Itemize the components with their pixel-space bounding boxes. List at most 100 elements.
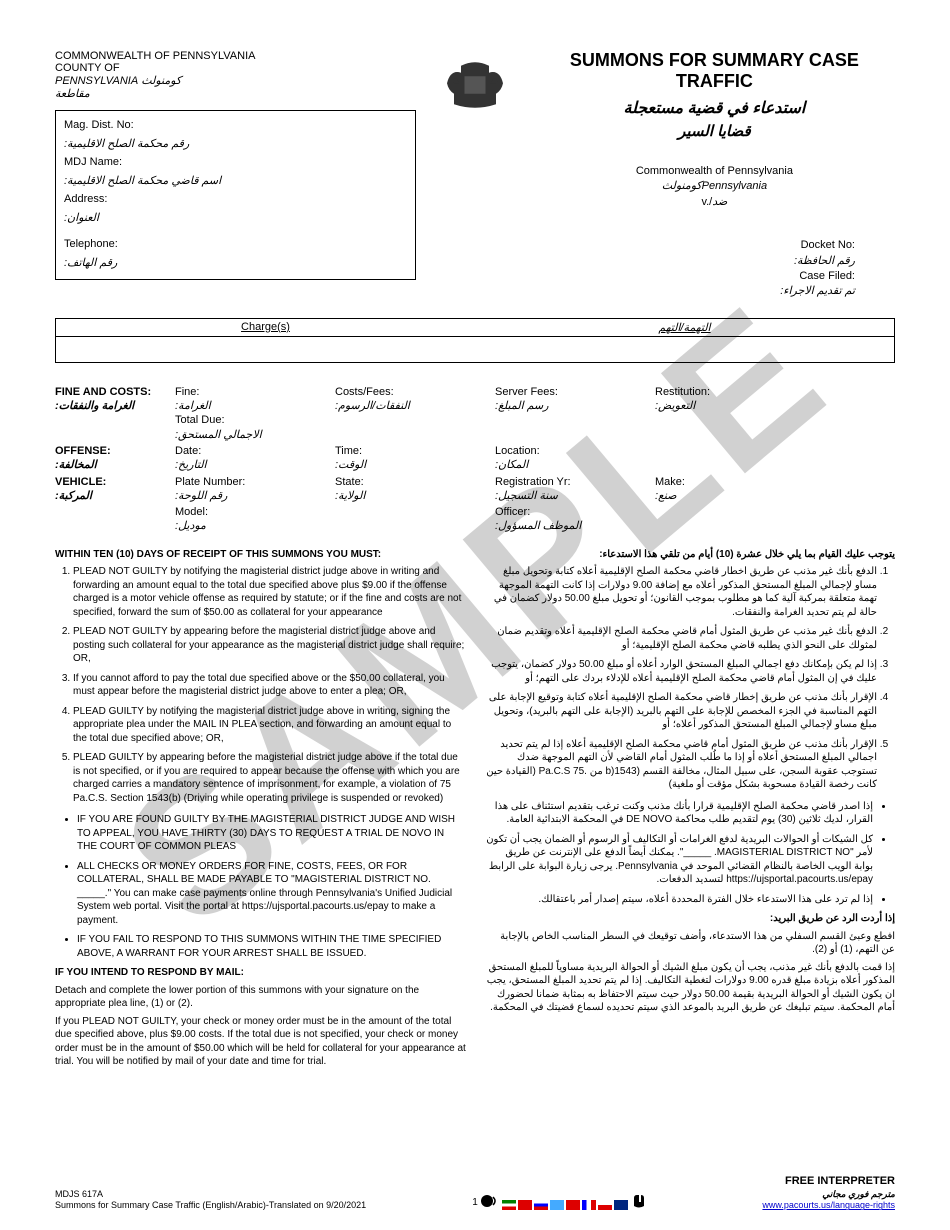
- title-ar2: قضايا السير: [534, 122, 895, 140]
- charges-table: Charge(s) التهمة/التهم: [55, 318, 895, 363]
- info-grid: FINE AND COSTS: الغرامة والنفقات: Fine: …: [55, 385, 895, 534]
- flag-icon: [550, 1200, 564, 1210]
- instr-ar-4: الإقرار بأنك مذنب عن طريق إخطار قاضي محك…: [484, 691, 877, 732]
- reg-field: Registration Yr:: [495, 475, 635, 489]
- model-field: Model:: [175, 505, 315, 519]
- telephone-label: Telephone:: [64, 238, 118, 250]
- instr-list-ar: الدفع بأنك غير مذنب عن طريق اخطار قاضي م…: [484, 565, 895, 792]
- address-ar: العنوان:: [64, 210, 407, 227]
- model-field-ar: موديل:: [175, 520, 206, 532]
- costs-field: Costs/Fees:: [335, 385, 475, 399]
- server-field-ar: رسم المبلغ:: [495, 400, 549, 412]
- title-en: SUMMONS FOR SUMMARY CASE TRAFFIC: [534, 50, 895, 92]
- instr-bullets-en: IF YOU ARE FOUND GUILTY BY THE MAGISTERI…: [55, 813, 466, 960]
- instr-ar-5: الإقرار بأنك مذنب عن طريق المثول أمام قا…: [484, 738, 877, 792]
- form-desc: Summons for Summary Case Traffic (Englis…: [55, 1200, 366, 1212]
- location-field-ar: المكان:: [495, 459, 528, 471]
- instr-en-1: PLEAD NOT GUILTY by notifying the magist…: [73, 565, 466, 619]
- bullet-ar-1: إذا اصدر قاضي محكمة الصلح الإقليمية قرار…: [484, 800, 873, 827]
- bullet-en-2: ALL CHECKS OR MONEY ORDERS FOR FINE, COS…: [77, 860, 466, 928]
- plate-field-ar: رقم اللوحة:: [175, 490, 227, 502]
- mail-en-1: Detach and complete the lower portion of…: [55, 984, 466, 1011]
- officer-field-ar: الموظف المسؤول:: [495, 520, 581, 532]
- commonwealth-ar: كومنولث: [141, 75, 181, 87]
- asl-icon: [631, 1192, 649, 1210]
- instr-en-5: PLEAD GUILTY by appearing before the mag…: [73, 751, 466, 805]
- header-left: COMMONWEALTH OF PENNSYLVANIA COUNTY OF P…: [55, 50, 416, 280]
- flag-icon: [566, 1200, 580, 1210]
- flag-icon: [518, 1200, 532, 1210]
- server-field: Server Fees:: [495, 385, 635, 399]
- restitution-field: Restitution:: [655, 385, 795, 399]
- cop-en-it: Pennsylvania: [702, 180, 767, 192]
- pa-seal-icon: [440, 55, 510, 115]
- instr-en-3: If you cannot afford to pay the total du…: [73, 672, 466, 699]
- reg-field-ar: سنة التسجيل:: [495, 490, 558, 502]
- pennsylvania-italic: PENNSYLVANIA: [55, 75, 138, 87]
- mail-head-ar: إذا أردت الرد عن طريق البريد:: [484, 912, 895, 926]
- bullet-ar-3: إذا لم ترد على هذا الاستدعاء خلال الفترة…: [484, 893, 873, 907]
- offense-label-ar: المخالفة:: [55, 458, 175, 472]
- costs-field-ar: النفقات/الرسوم:: [335, 400, 410, 412]
- plate-field: Plate Number:: [175, 475, 315, 489]
- state-field-ar: الولاية:: [335, 490, 365, 502]
- bullet-en-3: IF YOU FAIL TO RESPOND TO THIS SUMMONS W…: [77, 933, 466, 960]
- instr-head-en: WITHIN TEN (10) DAYS OF RECEIPT OF THIS …: [55, 548, 466, 562]
- flag-icon: [534, 1200, 548, 1210]
- header-seal: [416, 50, 534, 118]
- instr-ar-1: الدفع بأنك غير مذنب عن طريق اخطار قاضي م…: [484, 565, 877, 619]
- case-filed-label: Case Filed:: [534, 269, 855, 284]
- fine-label-en: FINE AND COSTS:: [55, 385, 175, 399]
- officer-field: Officer:: [495, 505, 635, 519]
- docket-no-label: Docket No:: [534, 238, 855, 253]
- bullet-en-1: IF YOU ARE FOUND GUILTY BY THE MAGISTERI…: [77, 813, 466, 854]
- footer-right: FREE INTERPRETER مترجم فوري مجاني www.pa…: [762, 1174, 895, 1212]
- flag-icon: [598, 1200, 612, 1210]
- charges-header-ar: التهمة/التهم: [475, 319, 894, 336]
- address-label: Address:: [64, 193, 107, 205]
- bullet-ar-2: كل الشيكات أو الحوالات البريدية لدفع الغ…: [484, 833, 873, 887]
- footer-flags: [366, 1192, 762, 1212]
- fine-field: Fine:: [175, 385, 315, 399]
- vehicle-label-en: VEHICLE:: [55, 475, 175, 489]
- speech-icon: [480, 1192, 500, 1210]
- make-field-ar: صنع:: [655, 490, 677, 502]
- mail-en-2: If you PLEAD NOT GUILTY, your check or m…: [55, 1015, 466, 1069]
- telephone-ar: رقم الهاتف:: [64, 255, 407, 272]
- state-field: State:: [335, 475, 475, 489]
- time-field-ar: الوقت:: [335, 459, 366, 471]
- vehicle-label-ar: المركبة:: [55, 489, 175, 503]
- mail-ar-2: إذا قمت بالدفع بأنك غير مذنب، يجب أن يكو…: [484, 961, 895, 1015]
- total-field: Total Due:: [175, 413, 275, 427]
- total-field-ar: الاجمالي المستحق:: [175, 429, 262, 441]
- flag-icon: [582, 1200, 596, 1210]
- restitution-field-ar: التعويض:: [655, 400, 695, 412]
- header-right: SUMMONS FOR SUMMARY CASE TRAFFIC استدعاء…: [534, 50, 895, 300]
- mdj-name-ar: اسم قاضي محكمة الصلح الاقليمية:: [64, 173, 407, 190]
- case-filed-ar: تم تقديم الاجراء:: [534, 284, 855, 299]
- instructions-ar: يتوجب عليك القيام بما يلي خلال عشرة (10)…: [484, 548, 895, 1069]
- instr-ar-3: إذا لم يكن بإمكانك دفع اجمالي المبلغ الم…: [484, 658, 877, 685]
- docket-block: Docket No: رقم الحافظة: Case Filed: تم ت…: [534, 238, 855, 300]
- instr-head-ar: يتوجب عليك القيام بما يلي خلال عشرة (10)…: [484, 548, 895, 562]
- interp-link[interactable]: www.pacourts.us/language-rights: [762, 1200, 895, 1210]
- instr-en-2: PLEAD NOT GUILTY by appearing before the…: [73, 625, 466, 666]
- flag-icon: [502, 1200, 516, 1210]
- make-field: Make:: [655, 475, 755, 489]
- interp-ar: مترجم فوري مجاني: [762, 1189, 895, 1201]
- cop-ar: كومنولث: [662, 180, 702, 192]
- county-ar: مقاطعة: [55, 87, 416, 100]
- instr-ar-2: الدفع بأنك غير مذنب عن طريق المثول أمام …: [484, 625, 877, 652]
- mag-dist-label: Mag. Dist. No:: [64, 119, 134, 131]
- mail-head-en: IF YOU INTEND TO RESPOND BY MAIL:: [55, 966, 466, 980]
- title-ar1: استدعاء في قضية مستعجلة: [534, 98, 895, 118]
- court-info-box: Mag. Dist. No: رقم محكمة الصلح الاقليمية…: [55, 110, 416, 280]
- form-number: MDJS 617A: [55, 1189, 366, 1201]
- instr-list-en: PLEAD NOT GUILTY by notifying the magist…: [55, 565, 466, 805]
- v-en: v./: [701, 196, 712, 208]
- instructions-columns: WITHIN TEN (10) DAYS OF RECEIPT OF THIS …: [55, 548, 895, 1069]
- fine-field-ar: الغرامة:: [175, 400, 211, 412]
- offense-label-en: OFFENSE:: [55, 444, 175, 458]
- mag-dist-ar: رقم محكمة الصلح الاقليمية:: [64, 136, 407, 153]
- flag-icon: [614, 1200, 628, 1210]
